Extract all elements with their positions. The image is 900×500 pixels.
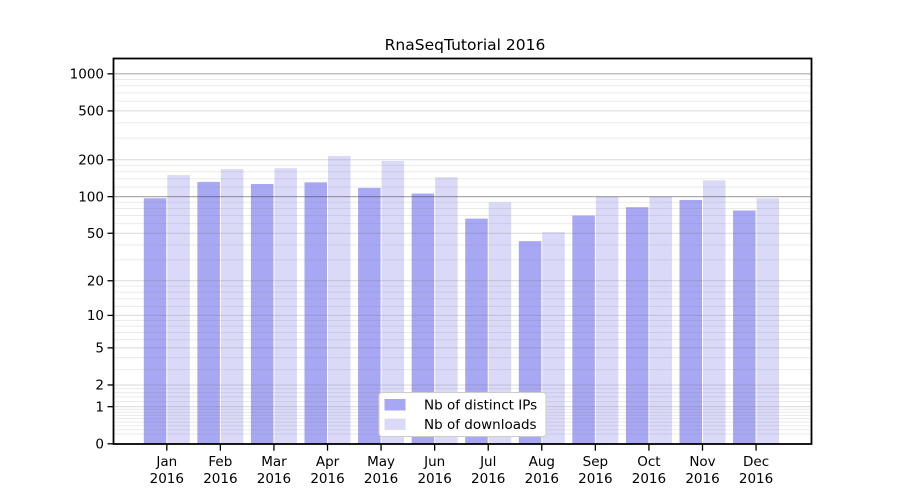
bar-downloads-dec [756, 198, 780, 444]
bar-distinct-ips-feb [197, 181, 220, 444]
plot-frame [112, 57, 813, 445]
x-tick-year-label: 2016 [632, 471, 666, 487]
legend-swatch-distinct-ips [384, 399, 406, 411]
y-tick-label: 1 [95, 399, 104, 415]
x-tick-year-label: 2016 [525, 471, 559, 487]
bar-distinct-ips-jun [411, 193, 435, 444]
legend-label-downloads: Nb of downloads [424, 417, 537, 433]
bar-downloads-apr [328, 155, 351, 444]
y-tick-label: 10 [87, 308, 104, 324]
bar-downloads-nov [703, 180, 726, 444]
y-tick-label: 100 [78, 189, 104, 205]
x-tick-month-label: May [367, 454, 395, 470]
x-tick-month-label: Jan [155, 454, 177, 470]
bar-downloads-oct [649, 196, 672, 444]
x-tick-month-label: Dec [743, 454, 769, 470]
bar-distinct-ips-jul [465, 218, 488, 444]
bar-downloads-jan [167, 175, 190, 444]
x-tick-year-label: 2016 [578, 471, 612, 487]
legend-swatch-downloads [384, 418, 406, 431]
x-tick-year-label: 2016 [471, 471, 505, 487]
bar-distinct-ips-nov [679, 199, 702, 444]
x-tick-year-label: 2016 [257, 471, 291, 487]
chart-title: RnaSeqTutorial 2016 [385, 36, 546, 54]
x-tick-month-label: Feb [208, 454, 232, 470]
bar-downloads-feb [220, 169, 244, 444]
x-tick-month-label: Mar [261, 454, 287, 470]
legend-label-distinct-ips: Nb of distinct IPs [424, 398, 537, 414]
y-tick-label: 5 [95, 341, 104, 357]
x-tick-month-label: Jun [423, 454, 445, 470]
bar-downloads-sep [595, 196, 619, 444]
y-tick-label: 1000 [70, 67, 104, 83]
bar-downloads-may [381, 160, 405, 444]
x-tick-year-label: 2016 [685, 471, 719, 487]
x-tick-month-label: Apr [316, 454, 340, 470]
bar-distinct-ips-jan [143, 198, 167, 444]
x-tick-year-label: 2016 [364, 471, 398, 487]
x-tick-year-label: 2016 [203, 471, 237, 487]
bar-distinct-ips-may [358, 187, 381, 444]
y-tick-label: 0 [95, 437, 104, 453]
bar-downloads-mar [274, 168, 297, 444]
x-tick-month-label: Nov [689, 454, 715, 470]
y-tick-label: 200 [78, 153, 104, 169]
bar-distinct-ips-dec [733, 210, 756, 444]
bar-downloads-jun [435, 177, 458, 444]
bar-distinct-ips-oct [625, 207, 649, 444]
legend-box [378, 392, 547, 437]
y-tick-label: 20 [87, 273, 104, 289]
x-tick-year-label: 2016 [310, 471, 344, 487]
x-tick-year-label: 2016 [417, 471, 451, 487]
bar-distinct-ips-sep [572, 215, 595, 444]
bar-distinct-ips-mar [250, 183, 274, 444]
y-tick-label: 2 [95, 378, 104, 394]
x-tick-year-label: 2016 [739, 471, 773, 487]
bar-downloads-jul [488, 202, 512, 444]
x-tick-year-label: 2016 [150, 471, 184, 487]
x-tick-month-label: Jul [479, 454, 496, 470]
x-tick-month-label: Aug [529, 454, 555, 470]
bar-downloads-aug [542, 232, 565, 444]
x-tick-month-label: Oct [637, 454, 660, 470]
y-tick-label: 500 [78, 104, 104, 120]
y-tick-label: 50 [87, 226, 104, 242]
x-tick-month-label: Sep [583, 454, 608, 470]
bar-distinct-ips-apr [304, 182, 328, 444]
